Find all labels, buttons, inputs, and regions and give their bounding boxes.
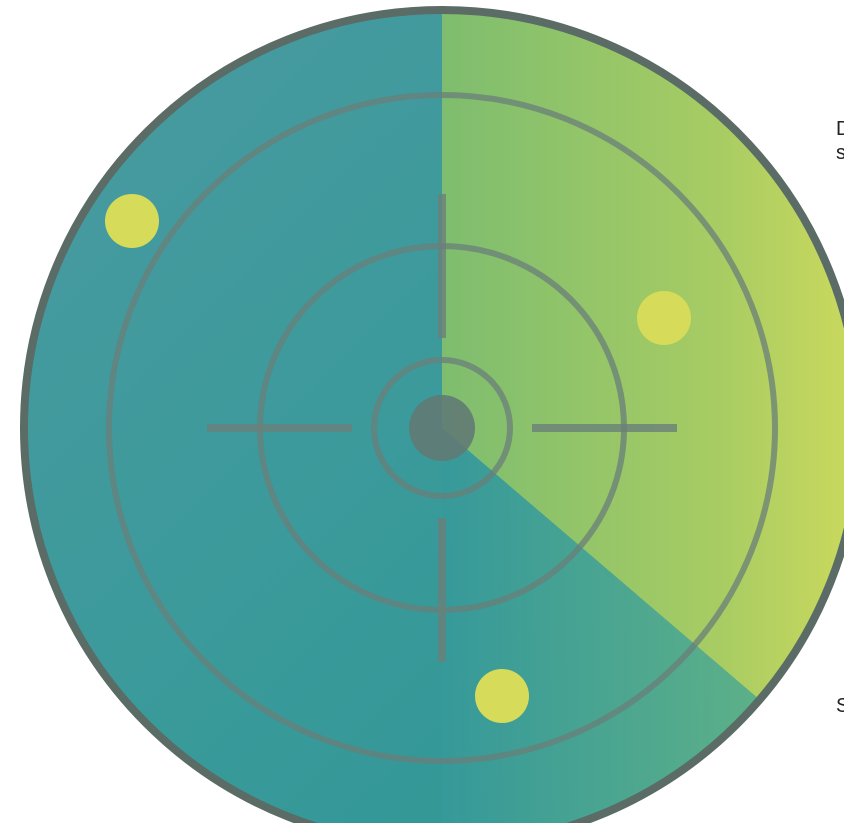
edge-text-line-2: S (836, 695, 844, 717)
radar-outer-rim (20, 6, 844, 823)
radar-center-hub (409, 395, 475, 461)
radar-ring-inner (371, 357, 513, 499)
crosshair (207, 194, 677, 662)
blip-icon (105, 194, 159, 248)
edge-text-line-1: D s (836, 117, 844, 165)
radar-ring-outer (106, 92, 778, 764)
edge-text-1a: D (836, 118, 844, 140)
edge-text-1b: s (836, 142, 844, 164)
blip-icon (475, 669, 529, 723)
blip-icon (637, 291, 691, 345)
